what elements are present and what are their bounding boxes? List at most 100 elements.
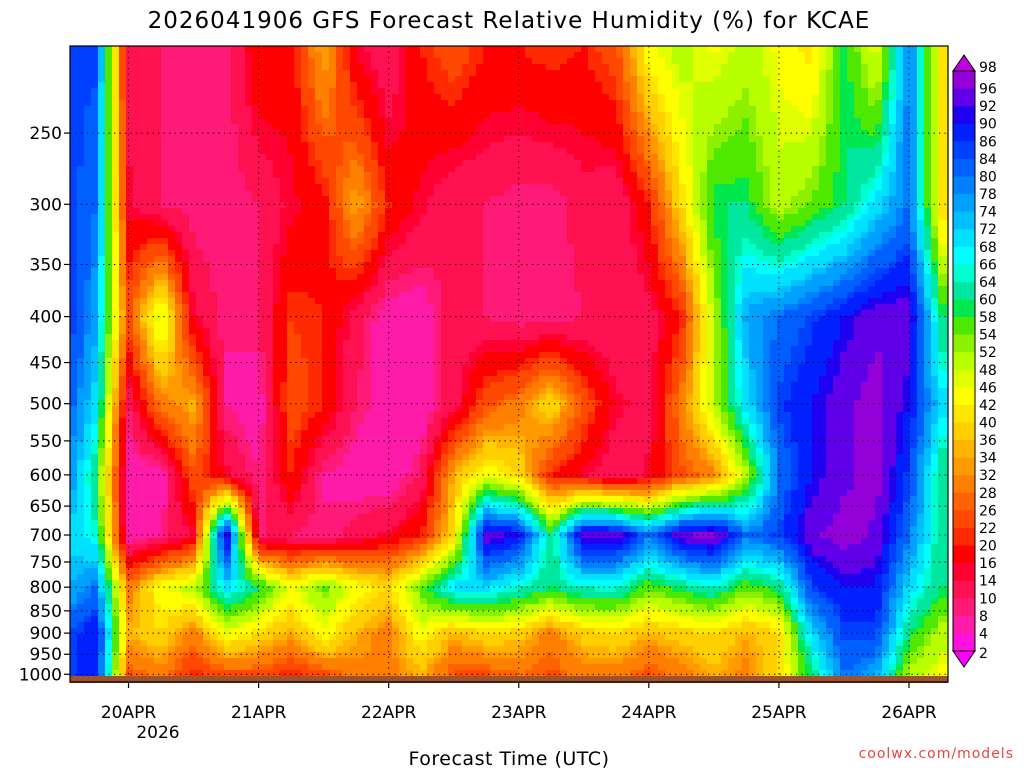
rh-cell [777, 238, 785, 245]
rh-cell [497, 226, 505, 233]
rh-cell [896, 190, 904, 197]
rh-cell [147, 166, 155, 173]
rh-cell [133, 106, 141, 113]
rh-cell [896, 94, 904, 101]
rh-cell [294, 196, 302, 203]
rh-cell [238, 70, 246, 77]
rh-cell [357, 100, 365, 107]
rh-cell [140, 208, 148, 215]
rh-cell [700, 70, 708, 77]
rh-cell [861, 136, 869, 143]
rh-cell [623, 82, 631, 89]
rh-cell [532, 250, 540, 257]
rh-cell [434, 64, 442, 71]
rh-cell [924, 208, 932, 215]
rh-cell [336, 274, 344, 281]
rh-cell [525, 58, 533, 65]
rh-cell [777, 208, 785, 215]
rh-cell [875, 76, 883, 83]
rh-cell [175, 130, 183, 137]
rh-cell [483, 202, 491, 209]
rh-cell [322, 58, 330, 65]
rh-cell [273, 172, 281, 179]
rh-cell [546, 136, 554, 143]
rh-cell [189, 106, 197, 113]
rh-cell [224, 142, 232, 149]
rh-cell [287, 148, 295, 155]
rh-cell [133, 262, 141, 269]
rh-cell [420, 100, 428, 107]
rh-cell [455, 238, 463, 245]
rh-cell [462, 262, 470, 269]
rh-cell [630, 52, 638, 59]
rh-cell [161, 172, 169, 179]
rh-cell [448, 100, 456, 107]
rh-cell [714, 88, 722, 95]
rh-cell [546, 88, 554, 95]
rh-cell [742, 46, 750, 53]
rh-cell [672, 202, 680, 209]
rh-cell [917, 184, 925, 191]
rh-cell [896, 202, 904, 209]
rh-cell [231, 232, 239, 239]
rh-cell [84, 160, 92, 167]
rh-cell [378, 82, 386, 89]
rh-cell [245, 220, 253, 227]
rh-cell [182, 190, 190, 197]
rh-cell [504, 280, 512, 287]
rh-cell [224, 280, 232, 287]
rh-cell [357, 256, 365, 263]
rh-cell [112, 112, 120, 119]
rh-cell [903, 94, 911, 101]
rh-cell [665, 118, 673, 125]
rh-cell [294, 232, 302, 239]
rh-cell [770, 202, 778, 209]
rh-cell [140, 154, 148, 161]
rh-cell [294, 148, 302, 155]
rh-cell [266, 244, 274, 251]
rh-cell [882, 124, 890, 131]
rh-cell [399, 202, 407, 209]
rh-cell [294, 250, 302, 257]
rh-cell [560, 154, 568, 161]
rh-cell [553, 226, 561, 233]
rh-cell [847, 160, 855, 167]
rh-cell [945, 178, 948, 185]
rh-cell [259, 256, 267, 263]
rh-cell [210, 160, 218, 167]
rh-cell [399, 112, 407, 119]
rh-cell [700, 64, 708, 71]
rh-cell [112, 274, 120, 281]
rh-cell [595, 154, 603, 161]
rh-cell [434, 268, 442, 275]
rh-cell [707, 268, 715, 275]
rh-cell [378, 244, 386, 251]
rh-cell [147, 70, 155, 77]
rh-cell [420, 238, 428, 245]
rh-cell [168, 112, 176, 119]
rh-cell [770, 190, 778, 197]
rh-cell [231, 94, 239, 101]
rh-cell [826, 274, 834, 281]
rh-cell [917, 214, 925, 221]
rh-cell [861, 250, 869, 257]
rh-cell [728, 106, 736, 113]
rh-cell [266, 76, 274, 83]
rh-cell [413, 124, 421, 131]
rh-cell [308, 124, 316, 131]
rh-cell [511, 106, 519, 113]
rh-cell [777, 82, 785, 89]
rh-cell [420, 226, 428, 233]
rh-cell [595, 220, 603, 227]
rh-cell [588, 262, 596, 269]
rh-cell [700, 112, 708, 119]
rh-cell [231, 118, 239, 125]
rh-cell [875, 88, 883, 95]
rh-cell [308, 76, 316, 83]
rh-cell [511, 166, 519, 173]
rh-cell [861, 262, 869, 269]
rh-cell [931, 142, 939, 149]
rh-cell [252, 46, 260, 53]
rh-cell [413, 232, 421, 239]
rh-cell [350, 178, 358, 185]
